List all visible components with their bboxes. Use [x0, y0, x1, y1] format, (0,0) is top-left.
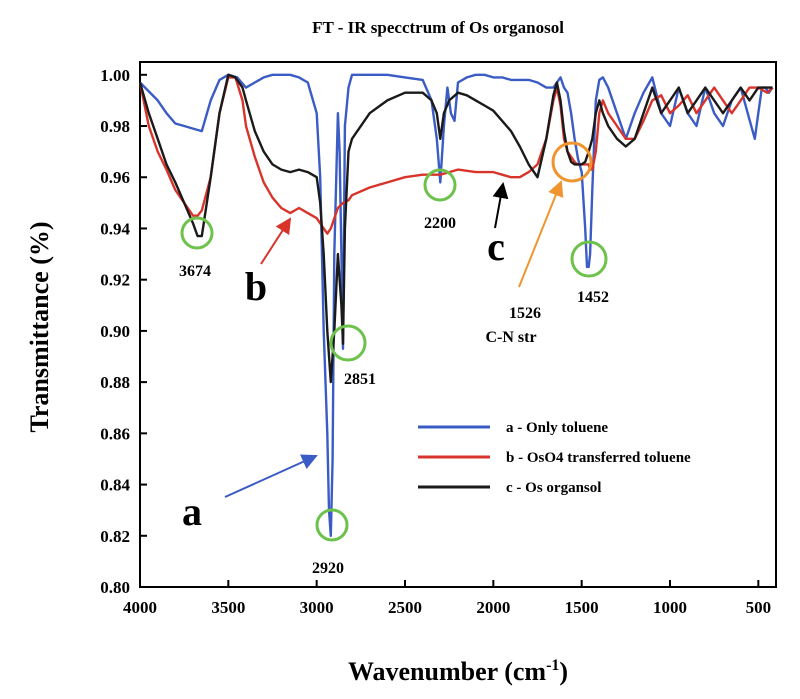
y-tick-label: 0.80	[100, 578, 130, 597]
peak-label-2851: 2851	[344, 371, 376, 388]
series-lines	[138, 73, 774, 537]
y-tick-label: 0.96	[100, 168, 130, 187]
peak-circle-2200	[423, 168, 457, 202]
y-tick-label: 0.88	[100, 373, 130, 392]
peak-label-2200: 2200	[424, 215, 456, 232]
peak-label-1452: 1452	[577, 289, 609, 306]
arrow-b	[260, 217, 292, 265]
peak-circle-2920	[315, 508, 349, 542]
y-axis: 0.80 0.82 0.84 0.86 0.88 0.90 0.92 0.94 0.96 0.98…	[100, 66, 147, 597]
legend-entry-c: c - Os organsol	[506, 480, 601, 496]
x-tick-label: 3500	[211, 598, 245, 617]
peak-circle-1452	[570, 240, 608, 278]
y-tick-label: 0.94	[100, 219, 130, 238]
legend: a - Only toluene b - OsO4 transferred tol…	[418, 420, 691, 496]
series-line-a	[139, 73, 774, 537]
x-axis-label: Wavenumber (cm-1)	[348, 657, 568, 686]
legend-entry-a: a - Only toluene	[506, 420, 608, 436]
y-tick-label: 0.84	[100, 476, 130, 495]
y-tick-label: 0.92	[100, 271, 130, 290]
legend-entry-b: b - OsO4 transferred toluene	[506, 450, 691, 466]
curve-label-c: c	[487, 224, 505, 269]
plot-frame	[139, 61, 777, 588]
x-tick-label: 3000	[300, 598, 334, 617]
y-tick-label: 0.98	[100, 117, 130, 136]
x-axis: 4000 3500 3000 2500 2000 1500 1000 500	[123, 580, 771, 617]
x-tick-label: 1500	[565, 598, 599, 617]
arrow-c	[492, 182, 509, 229]
y-axis-label: Transmittance (%)	[25, 221, 54, 432]
peak-label-cn-str: C-N str	[485, 329, 536, 346]
curve-label-b: b	[245, 264, 267, 309]
y-tick-label: 1.00	[100, 66, 130, 85]
chart-title: FT - IR specctrum of Os organosol	[312, 18, 564, 37]
peak-circle-1526	[551, 141, 593, 183]
arrow-a	[224, 454, 318, 498]
series-line-c	[138, 73, 773, 384]
peak-circle-3674	[180, 216, 214, 250]
y-tick-label: 0.82	[100, 527, 130, 546]
peak-label-2920: 2920	[312, 560, 344, 577]
peak-label-1526: 1526	[509, 305, 541, 322]
x-tick-label: 2500	[388, 598, 422, 617]
y-tick-label: 0.86	[100, 424, 130, 443]
x-tick-label: 1000	[653, 598, 687, 617]
x-tick-label: 500	[746, 598, 772, 617]
curve-label-a: a	[182, 489, 202, 534]
arrow-1526	[518, 180, 564, 288]
x-tick-label: 2000	[476, 598, 510, 617]
peak-circle-2851	[329, 324, 367, 362]
y-tick-label: 0.90	[100, 322, 130, 341]
peak-label-3674: 3674	[179, 263, 211, 280]
x-tick-label: 4000	[123, 598, 157, 617]
